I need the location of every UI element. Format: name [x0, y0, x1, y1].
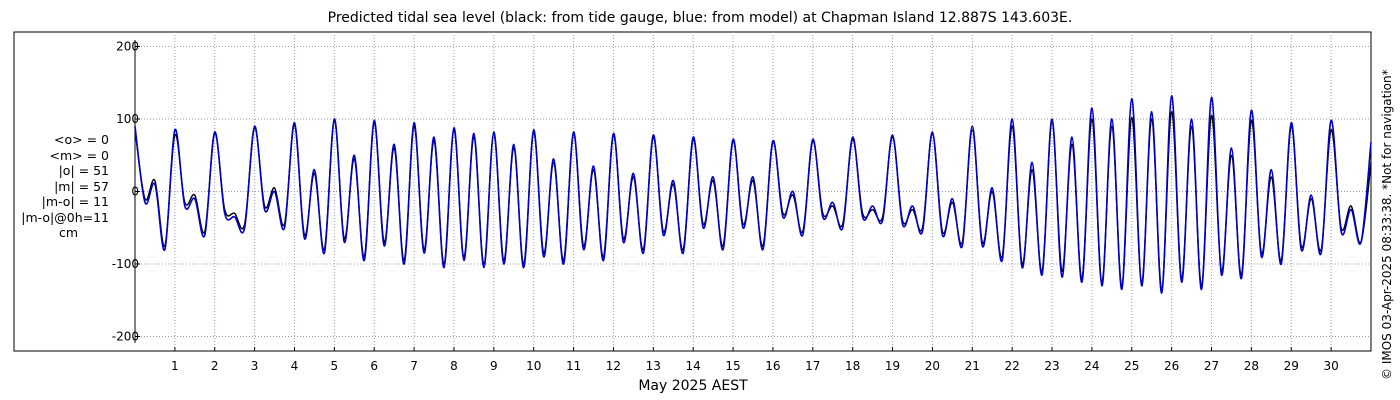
y-tick-label: 200 [116, 40, 139, 54]
stat-abs-diff-0h: |m-o|@0h=11 [21, 209, 109, 225]
y-tick-label: -200 [112, 330, 139, 344]
x-tick-label: 24 [1084, 359, 1099, 373]
x-tick-label: 8 [450, 359, 458, 373]
stat-abs-observed: |o| = 51 [58, 163, 109, 178]
stat-mean-observed: <o> = 0 [54, 132, 109, 147]
x-tick-label: 18 [845, 359, 860, 373]
x-tick-label: 28 [1244, 359, 1259, 373]
x-tick-label: 12 [606, 359, 621, 373]
statistics-panel: <o> = 0 <m> = 0 |o| = 51 |m| = 57 |m-o| … [14, 132, 109, 241]
x-tick-label: 27 [1204, 359, 1219, 373]
series-lines [134, 94, 1372, 294]
chart-title: Predicted tidal sea level (black: from t… [327, 10, 1073, 26]
x-tick-label: 17 [805, 359, 820, 373]
x-tick-label: 4 [291, 359, 299, 373]
x-tick-label: 30 [1323, 359, 1338, 373]
x-axis-label: May 2025 AEST [638, 378, 748, 394]
x-tick-label: 2 [211, 359, 219, 373]
x-tick-label: 9 [490, 359, 498, 373]
x-tick-label: 15 [725, 359, 740, 373]
x-tick-label: 7 [410, 359, 418, 373]
x-tick-label: 1 [171, 359, 179, 373]
copyright-notice: © IMOS 03-Apr-2025 08:33:38. *Not for na… [1380, 69, 1394, 380]
y-tick-label: 100 [116, 112, 139, 126]
x-tick-label: 25 [1124, 359, 1139, 373]
x-tick-label: 6 [370, 359, 378, 373]
series-model-line [134, 94, 1372, 294]
x-tick-label: 20 [925, 359, 940, 373]
x-tick-label: 5 [331, 359, 339, 373]
x-tick-label: 23 [1044, 359, 1059, 373]
x-tick-label: 11 [566, 359, 581, 373]
x-axis: 1 2 3 4 5 6 7 8 9 10 11 12 13 14 15 16 17 18 19 20 21 22 23 24 2… [171, 347, 1339, 373]
stat-abs-model: |m| = 57 [54, 178, 109, 194]
series-gauge-line [134, 111, 1372, 291]
x-tick-label: 16 [765, 359, 780, 373]
x-tick-label: 21 [965, 359, 980, 373]
y-axis: 200 100 0 -100 -200 [112, 40, 140, 344]
x-tick-label: 3 [251, 359, 259, 373]
stat-unit: cm [58, 225, 79, 240]
x-tick-label: 22 [1005, 359, 1020, 373]
x-tick-label: 10 [526, 359, 541, 373]
x-tick-label: 26 [1164, 359, 1179, 373]
x-tick-label: 14 [686, 359, 701, 373]
x-tick-label: 19 [885, 359, 900, 373]
plot-frame [13, 31, 1372, 352]
stat-abs-diff: |m-o| = 11 [41, 194, 109, 209]
grid-lines [135, 32, 1371, 351]
x-tick-label: 29 [1284, 359, 1299, 373]
stat-mean-model: <m> = 0 [49, 147, 110, 163]
y-tick-label: 0 [131, 185, 139, 199]
x-tick-label: 13 [646, 359, 661, 373]
y-tick-label: -100 [112, 257, 139, 271]
